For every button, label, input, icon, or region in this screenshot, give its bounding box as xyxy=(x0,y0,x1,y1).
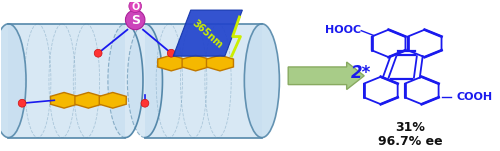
Polygon shape xyxy=(173,10,242,56)
Ellipse shape xyxy=(108,24,143,138)
Polygon shape xyxy=(50,92,78,108)
Text: 31%: 31% xyxy=(395,121,425,134)
Ellipse shape xyxy=(0,24,26,138)
Polygon shape xyxy=(75,92,102,108)
Polygon shape xyxy=(158,55,184,71)
Text: O: O xyxy=(131,2,140,12)
Polygon shape xyxy=(206,55,234,71)
Text: 96.7% ee: 96.7% ee xyxy=(378,135,442,148)
Ellipse shape xyxy=(94,49,102,57)
Ellipse shape xyxy=(18,99,26,107)
Text: COOH: COOH xyxy=(457,92,493,102)
Polygon shape xyxy=(182,55,209,71)
Polygon shape xyxy=(100,92,126,108)
Text: 365nm: 365nm xyxy=(190,18,224,51)
Ellipse shape xyxy=(128,24,162,138)
Ellipse shape xyxy=(141,99,149,107)
FancyBboxPatch shape xyxy=(8,24,126,138)
Ellipse shape xyxy=(126,10,145,30)
FancyArrow shape xyxy=(288,62,364,90)
FancyBboxPatch shape xyxy=(145,24,262,138)
Ellipse shape xyxy=(168,49,175,57)
Text: S: S xyxy=(130,14,140,27)
Ellipse shape xyxy=(129,0,141,13)
Ellipse shape xyxy=(244,24,280,138)
Text: HOOC: HOOC xyxy=(325,25,362,35)
Text: 2*: 2* xyxy=(351,64,372,82)
